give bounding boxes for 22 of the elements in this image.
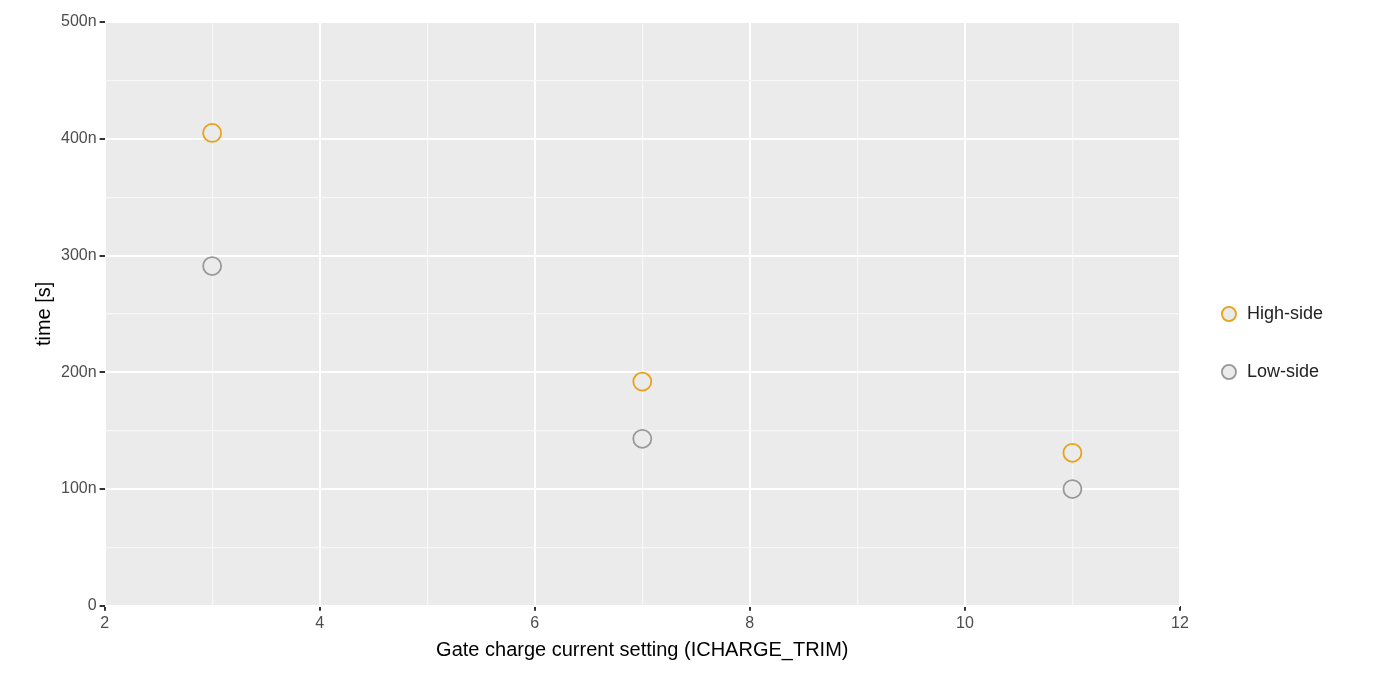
x-tick-label: 12 <box>1171 613 1189 631</box>
x-tick-label: 8 <box>745 613 755 631</box>
x-tick-label: 4 <box>315 613 325 631</box>
y-tick-label: 100n <box>61 479 97 497</box>
legend-label: Low-side <box>1246 360 1320 381</box>
y-tick-label: 200n <box>61 362 97 380</box>
point <box>202 123 223 143</box>
point <box>632 371 653 392</box>
point <box>1062 442 1083 463</box>
y-tick-label: 300n <box>61 245 97 263</box>
x-axis-title: Gate charge current setting (ICHARGE_TRIM) <box>436 637 849 661</box>
point <box>202 256 223 276</box>
point <box>632 428 653 449</box>
y-tick-label: 400n <box>61 129 97 147</box>
legend-label: High-side <box>1246 302 1324 323</box>
x-tick-label: 6 <box>530 613 540 631</box>
x-tick-label: 2 <box>100 613 110 631</box>
x-tick-label: 10 <box>955 613 974 631</box>
y-axis-title: time [s] <box>31 281 54 347</box>
point <box>1062 479 1083 499</box>
y-tick-label: 0 <box>87 596 97 614</box>
y-tick-label: 500n <box>61 12 97 30</box>
